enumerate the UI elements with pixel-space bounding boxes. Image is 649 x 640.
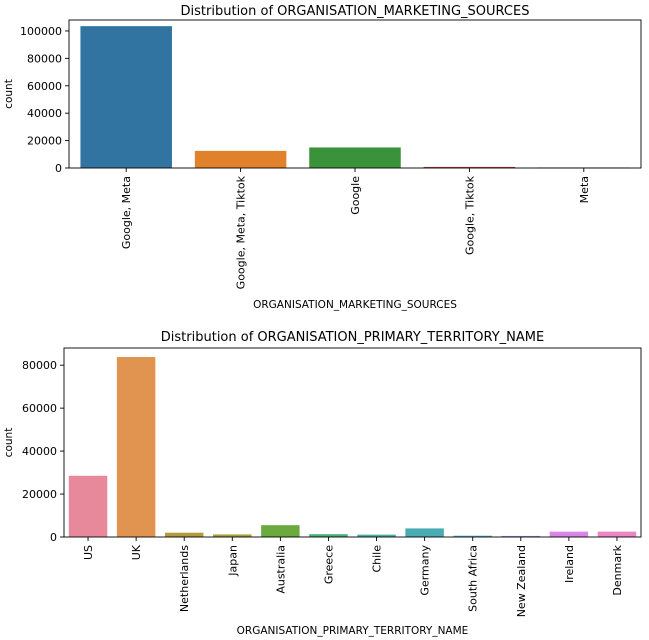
y-tick-label: 20000 (27, 135, 62, 148)
bar-us (68, 475, 108, 537)
bar-ireland (549, 531, 589, 537)
x-axis-label: ORGANISATION_PRIMARY_TERRITORY_NAME (237, 625, 469, 637)
x-tick-label: Google, Tiktok (463, 175, 476, 255)
x-tick-label: Google (349, 176, 362, 215)
bar-japan (213, 534, 252, 537)
y-tick-label: 60000 (27, 80, 62, 93)
bar-new-zealand (501, 535, 541, 537)
x-tick-label: UK (130, 544, 143, 560)
x-tick-label: Germany (419, 545, 432, 596)
x-tick-label: South Africa (467, 545, 480, 612)
x-tick-label: Japan (226, 545, 239, 577)
y-tick-label: 60000 (22, 402, 57, 415)
bar-netherlands (164, 532, 204, 537)
x-tick-label: Ireland (563, 545, 576, 583)
bar-denmark (597, 531, 637, 537)
bar-australia (261, 525, 300, 537)
x-tick-label: New Zealand (515, 545, 528, 617)
plot-frame (63, 347, 642, 538)
y-tick-label: 20000 (22, 488, 57, 501)
chart-title: Distribution of ORGANISATION_PRIMARY_TER… (161, 330, 544, 345)
x-tick-label: Meta (578, 176, 591, 203)
chart-title: Distribution of ORGANISATION_MARKETING_S… (181, 4, 530, 19)
y-tick-label: 40000 (27, 107, 62, 120)
chart-1: Distribution of ORGANISATION_MARKETING_S… (3, 4, 642, 311)
x-tick-label: Australia (274, 545, 287, 594)
bar-google (309, 147, 401, 168)
y-axis-label: count (3, 428, 15, 458)
x-tick-label: Chile (371, 545, 384, 573)
y-tick-label: 80000 (22, 359, 57, 372)
y-tick-label: 40000 (22, 445, 57, 458)
bar-germany (405, 528, 444, 537)
y-tick-label: 0 (50, 531, 57, 544)
bar-south-africa (453, 535, 492, 537)
y-tick-label: 80000 (27, 52, 62, 65)
y-axis-label: count (3, 79, 15, 109)
bar-google-meta (80, 26, 172, 168)
chart-2: Distribution of ORGANISATION_PRIMARY_TER… (3, 330, 642, 637)
bar-chile (357, 534, 396, 537)
y-tick-label: 0 (55, 162, 62, 175)
bar-google-tiktok (423, 166, 516, 168)
y-tick-label: 100000 (20, 25, 62, 38)
x-tick-label: Google, Meta (120, 176, 133, 249)
x-tick-label: Greece (322, 545, 335, 584)
x-tick-label: Denmark (611, 544, 624, 595)
x-tick-label: Google, Meta, Tiktok (235, 175, 248, 289)
x-tick-label: US (82, 545, 95, 560)
bar-google-meta-tiktok (194, 150, 287, 168)
x-axis-label: ORGANISATION_MARKETING_SOURCES (253, 299, 457, 311)
x-tick-label: Netherlands (178, 545, 191, 612)
bar-uk (116, 357, 156, 537)
bar-greece (309, 534, 348, 537)
